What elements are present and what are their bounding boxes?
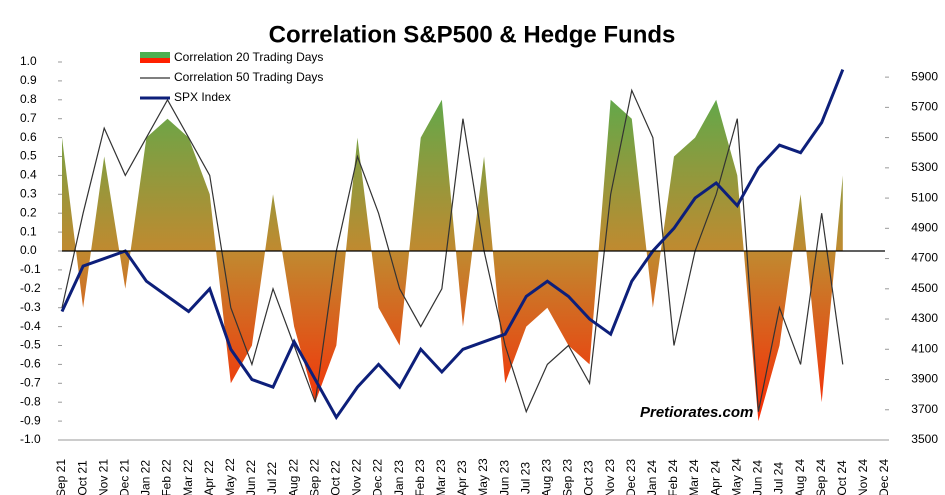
y2-tick-label: 4100: [911, 341, 938, 355]
x-tick-label: Sep 22: [307, 459, 321, 495]
x-tick-label: Feb 22: [160, 459, 174, 495]
x-tick-label: Jun 22: [244, 460, 258, 495]
y-tick-label: -0.3: [20, 300, 41, 314]
y2-tick-label: 4500: [911, 281, 938, 295]
y-tick-label: 0.3: [20, 186, 37, 200]
y2-tick-label: 3500: [911, 432, 938, 446]
x-tick-label: Oct 24: [835, 460, 849, 495]
x-tick-label: Dec 21: [117, 459, 131, 495]
y-tick-label: -0.9: [20, 413, 41, 427]
x-tick-label: Nov 24: [856, 459, 870, 495]
x-tick-label: Mar 23: [434, 459, 448, 495]
chart-title: Correlation S&P500 & Hedge Funds: [269, 21, 676, 48]
x-tick-label: Apr 23: [455, 460, 469, 495]
x-tick-label: Jan 22: [139, 460, 153, 495]
x-tick-label: Jan 23: [392, 460, 406, 495]
y-tick-label: -0.2: [20, 281, 41, 295]
y-tick-label: -0.7: [20, 375, 41, 389]
x-tick-label: Apr 24: [708, 460, 722, 495]
x-tick-label: Sep 23: [561, 459, 575, 495]
x-tick-label: Sep 24: [814, 459, 828, 495]
x-tick-label: Sep 21: [54, 459, 68, 495]
y-tick-label: 0.2: [20, 205, 37, 219]
y-tick-label: 0.7: [20, 111, 37, 125]
x-tick-label: Mar 24: [687, 459, 701, 495]
x-tick-label: Mar 22: [181, 459, 195, 495]
x-tick-label: Nov 21: [96, 459, 110, 495]
x-tick-label: Jul 23: [518, 462, 532, 494]
legend-label: SPX Index: [174, 90, 231, 104]
y-tick-label: -0.6: [20, 357, 41, 371]
x-tick-label: Dec 24: [877, 459, 891, 495]
x-tick-label: Dec 23: [624, 459, 638, 495]
y-tick-label: 0.6: [20, 130, 37, 144]
x-tick-label: May 22: [223, 458, 237, 495]
x-tick-label: Aug 22: [286, 459, 300, 495]
x-tick-label: Jul 22: [265, 462, 279, 494]
y-tick-label: -0.5: [20, 338, 41, 352]
y2-tick-label: 4900: [911, 220, 938, 234]
y-tick-label: -1.0: [20, 432, 41, 446]
y-tick-label: 0.8: [20, 92, 37, 106]
x-tick-label: Jul 24: [772, 462, 786, 494]
x-tick-label: Feb 24: [666, 459, 680, 495]
x-tick-label: Apr 22: [202, 460, 216, 495]
x-tick-label: May 24: [729, 458, 743, 495]
y2-tick-label: 4300: [911, 311, 938, 325]
legend-label: Correlation 20 Trading Days: [174, 50, 323, 64]
y-tick-label: 0.5: [20, 149, 37, 163]
y2-tick-label: 5100: [911, 190, 938, 204]
y2-tick-label: 5900: [911, 69, 938, 83]
legend-swatch: [140, 52, 170, 58]
x-tick-label: Dec 22: [371, 459, 385, 495]
x-tick-label: Oct 23: [582, 460, 596, 495]
x-tick-label: Oct 21: [75, 460, 89, 495]
y2-tick-label: 5300: [911, 160, 938, 174]
x-tick-label: Jan 24: [645, 460, 659, 495]
x-tick-label: Jun 23: [497, 460, 511, 495]
x-tick-label: Aug 24: [793, 459, 807, 495]
y-tick-label: 1.0: [20, 54, 37, 68]
x-tick-label: Jun 24: [751, 460, 765, 495]
y-tick-label: -0.1: [20, 262, 41, 276]
y-tick-label: 0.9: [20, 73, 37, 87]
x-tick-label: Nov 22: [350, 459, 364, 495]
y2-tick-label: 4700: [911, 251, 938, 265]
y-tick-label: 0.0: [20, 243, 37, 257]
y2-tick-label: 5700: [911, 100, 938, 114]
x-tick-label: Aug 23: [540, 459, 554, 495]
spx-line: [60, 69, 845, 421]
x-tick-label: May 23: [476, 458, 490, 495]
x-tick-label: Nov 23: [603, 459, 617, 495]
x-tick-label: Feb 23: [413, 459, 427, 495]
y-tick-label: -0.4: [20, 319, 41, 333]
legend-swatch: [140, 58, 170, 63]
corr20-area: [62, 99, 843, 422]
x-tick-label: Oct 22: [329, 460, 343, 495]
y-tick-label: -0.8: [20, 394, 41, 408]
watermark: Pretiorates.com: [640, 404, 753, 421]
y2-tick-label: 3700: [911, 402, 938, 416]
y-tick-label: 0.4: [20, 168, 37, 182]
legend-label: Correlation 50 Trading Days: [174, 70, 323, 84]
y2-tick-label: 5500: [911, 130, 938, 144]
corr50-line: [61, 88, 844, 414]
y-tick-label: 0.1: [20, 224, 37, 238]
y2-tick-label: 3900: [911, 372, 938, 386]
